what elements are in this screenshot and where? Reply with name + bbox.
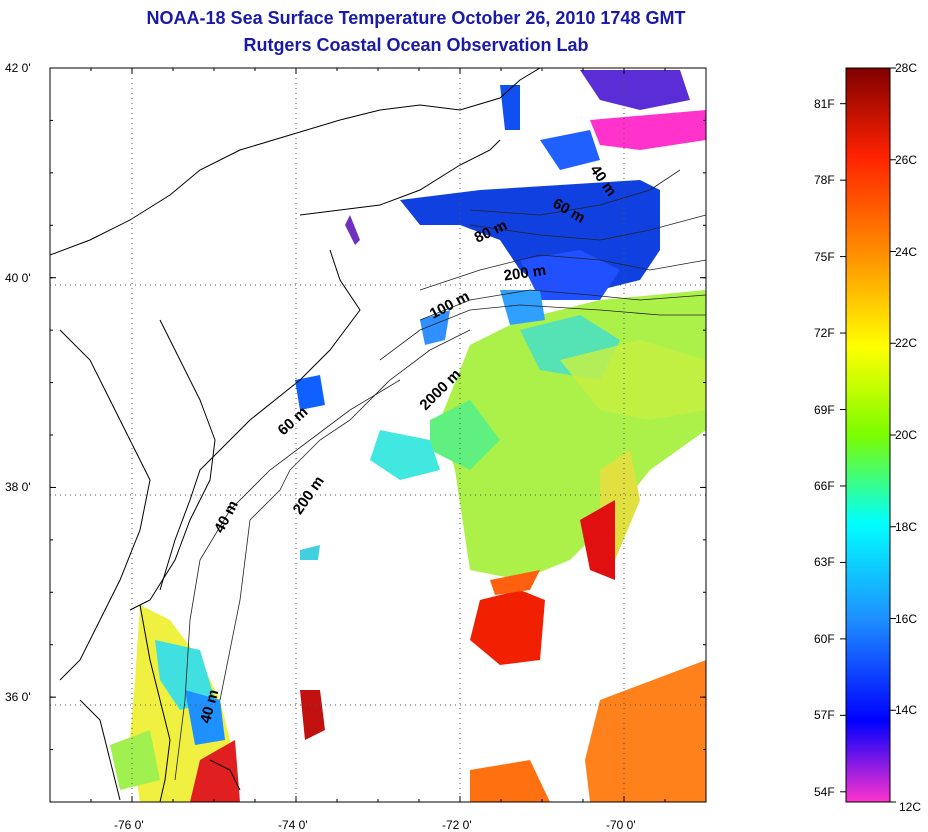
- lon-tick-label: -76 0': [114, 818, 144, 832]
- lon-tick-label: -70 0': [606, 818, 636, 832]
- colorbar-fahrenheit-label: 60F: [814, 631, 835, 646]
- colorbar: [845, 67, 891, 803]
- sst-data-layer: [110, 70, 706, 802]
- map-title: NOAA-18 Sea Surface Temperature October …: [146, 8, 686, 28]
- lon-tick-label: -74 0': [278, 818, 308, 832]
- colorbar-fahrenheit-label: 78F: [814, 173, 835, 188]
- lat-tick-label: 38 0': [5, 480, 31, 495]
- colorbar-fahrenheit-label: 57F: [814, 708, 835, 723]
- depth-contour-label: 100 m: [427, 288, 473, 323]
- coastline-layer: [50, 68, 541, 802]
- colorbar-celsius-label: 28C: [895, 61, 918, 75]
- depth-contour-label: 200 m: [503, 262, 547, 285]
- colorbar-fahrenheit-label: 66F: [814, 478, 835, 493]
- axis-ticks: [49, 67, 896, 803]
- colorbar-fahrenheit-label: 69F: [814, 402, 835, 417]
- colorbar-celsius-label: 12C: [899, 800, 922, 814]
- colorbar-celsius-label: 26C: [895, 152, 918, 167]
- lat-tick-label: 42 0': [5, 61, 31, 75]
- colorbar-celsius-label: 14C: [895, 703, 918, 718]
- colorbar-fahrenheit-label: 63F: [814, 555, 835, 570]
- colorbar-celsius-label: 24C: [895, 244, 918, 259]
- depth-contour-label: 40 m: [211, 498, 242, 536]
- colorbar-fahrenheit-label: 81F: [814, 96, 835, 111]
- colorbar-fahrenheit-label: 72F: [814, 326, 835, 341]
- map-subtitle: Rutgers Coastal Ocean Observation Lab: [243, 35, 589, 55]
- colorbar-celsius-label: 20C: [895, 428, 918, 442]
- lat-tick-label: 36 0': [5, 690, 31, 705]
- colorbar-celsius-label: 18C: [895, 519, 918, 534]
- colorbar-fahrenheit-label: 75F: [814, 249, 835, 264]
- bathymetry-contours: [174, 169, 706, 781]
- colorbar-celsius-label: 16C: [895, 611, 918, 626]
- lat-tick-label: 40 0': [5, 270, 31, 285]
- colorbar-celsius-label: 22C: [895, 336, 918, 351]
- colorbar-fahrenheit-label: 54F: [814, 784, 835, 799]
- lon-tick-label: -72 0': [442, 818, 472, 832]
